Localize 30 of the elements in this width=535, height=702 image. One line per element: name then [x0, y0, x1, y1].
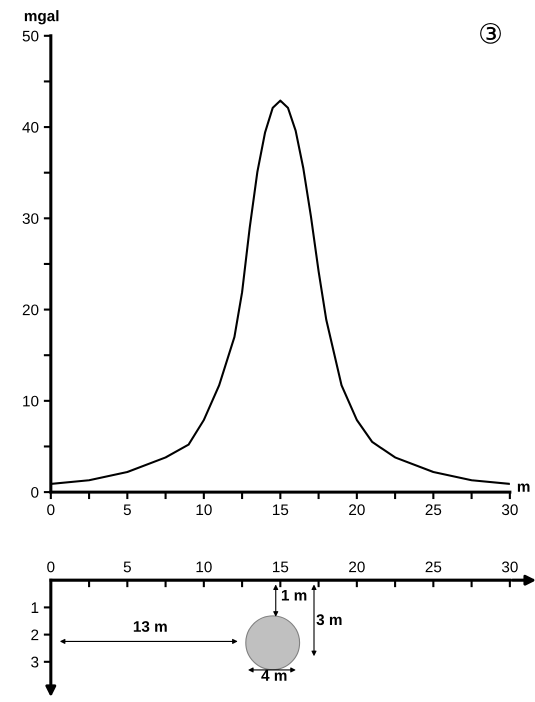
- annotation: 1 m: [282, 590, 306, 600]
- y-tick-label: 50: [22, 30, 38, 42]
- x-tick-label: 0: [47, 562, 54, 572]
- x-tick-label: 25: [426, 504, 442, 516]
- annotation: 13 m: [134, 621, 167, 632]
- y-tick-label: 20: [22, 304, 38, 316]
- y-tick-label: 0: [31, 486, 38, 498]
- x-tick-label: 5: [124, 562, 131, 572]
- x-tick-label: 10: [196, 504, 212, 516]
- x-tick-label: 30: [502, 562, 518, 572]
- y-tick-label: 30: [22, 213, 38, 224]
- x-tick-label: 20: [349, 562, 365, 572]
- x-tick-label: 15: [273, 562, 288, 572]
- y-tick-label: 40: [22, 122, 38, 133]
- x-axis-title: m: [518, 484, 530, 492]
- x-tick-label: 0: [47, 504, 54, 516]
- y-tick-label: 10: [23, 396, 38, 407]
- x-tick-label: 10: [196, 562, 212, 572]
- x-tick-label: 15: [273, 504, 288, 516]
- annotation: 4 m: [261, 670, 286, 681]
- annotation: 3 m: [316, 614, 342, 626]
- annotation: ③: [480, 22, 501, 44]
- x-tick-label: 20: [349, 504, 365, 516]
- x-tick-label: 5: [124, 504, 131, 516]
- y-tick-label: 2: [31, 629, 38, 640]
- x-tick-label: 30: [502, 504, 518, 516]
- y-tick-label: 1: [32, 602, 38, 613]
- x-tick-label: 25: [426, 562, 442, 572]
- y-axis-title: mgal: [24, 10, 58, 24]
- y-tick-label: 3: [31, 656, 38, 668]
